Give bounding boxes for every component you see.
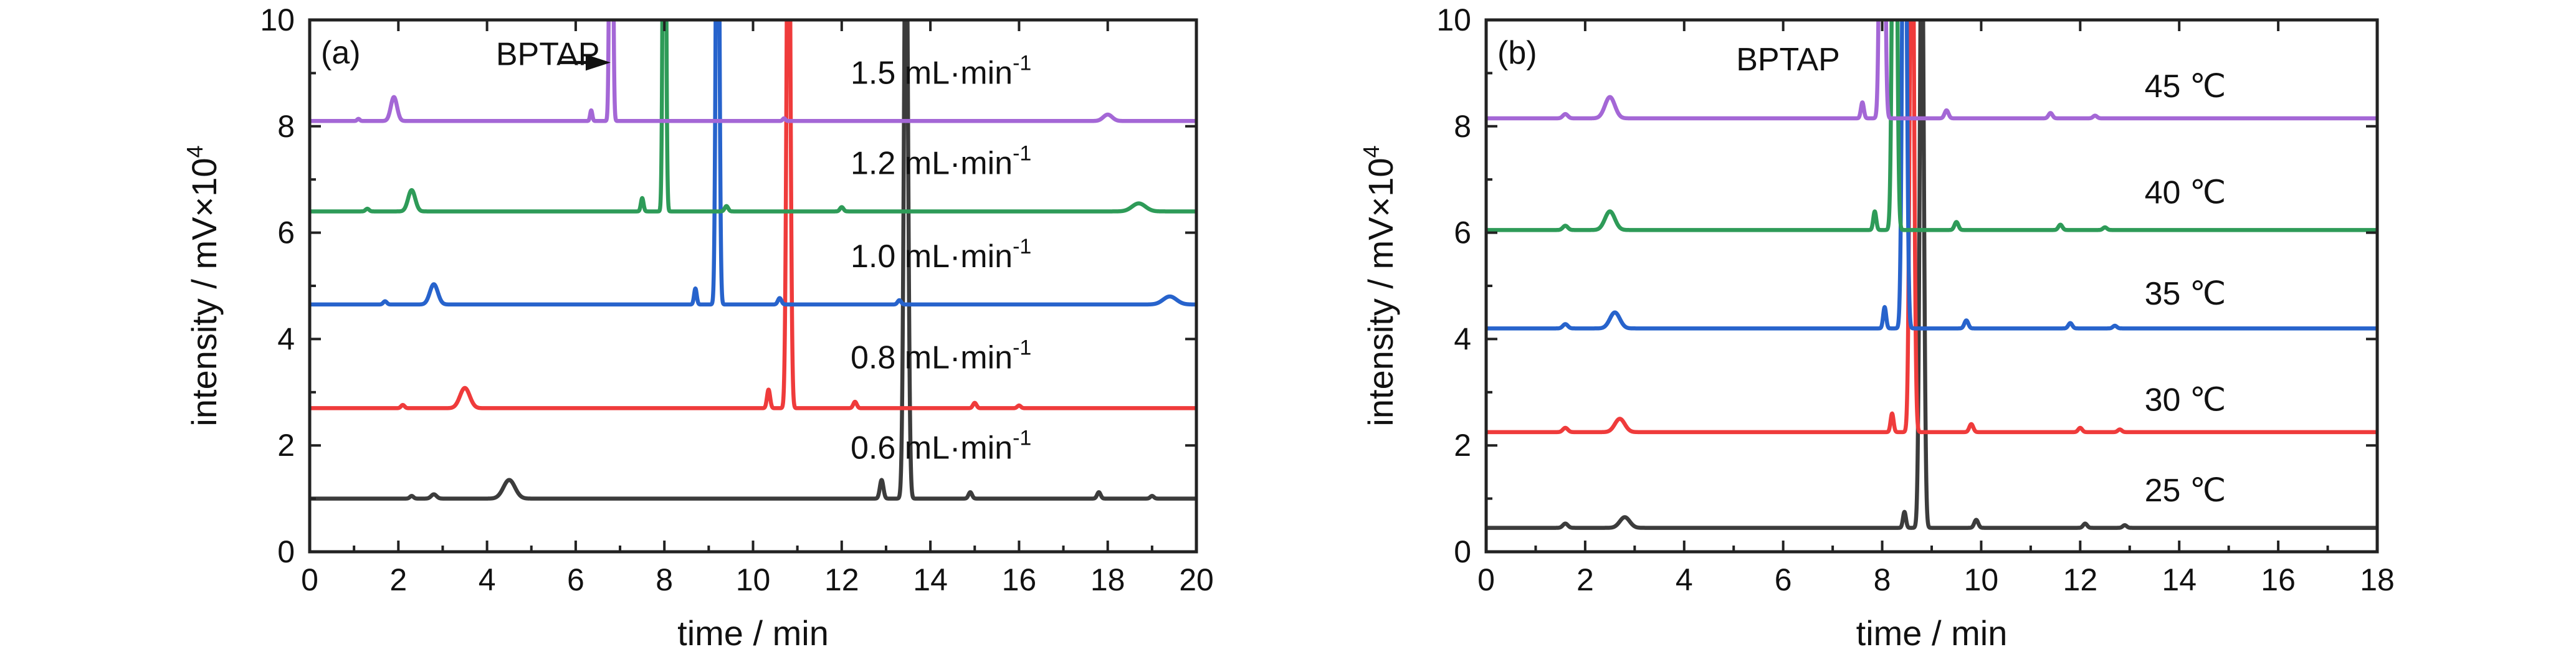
y-tick-label: 6 [1454,215,1471,250]
x-tick-label: 0 [1477,562,1495,597]
series-line-1 [1486,20,2377,530]
x-tick-label: 2 [389,562,407,597]
x-tick-label: 16 [2261,562,2296,597]
x-tick-label: 10 [1964,562,1999,597]
plot-frame [1484,18,2379,554]
traces [1486,20,2377,530]
series-label-1: 0.6 mL·min-1 [851,427,1031,466]
y-tick-label: 4 [1454,321,1471,356]
series-line-1 [310,20,1196,501]
x-tick-label: 0 [301,562,318,597]
x-axis-title: time / min [677,613,829,653]
panel-label: (a) [321,35,361,71]
x-tick-label: 6 [567,562,584,597]
x-tick-label: 8 [656,562,673,597]
y-axis-title: intensity / mV×104 [182,145,224,426]
y-tick-label: 4 [277,321,295,356]
y-tick-label: 8 [1454,109,1471,144]
series-line-2 [1486,20,2377,435]
y-tick-label: 6 [277,215,295,250]
series-label-5: 1.5 mL·min-1 [851,51,1031,91]
y-tick-label: 2 [1454,428,1471,463]
series-line-3 [310,20,1196,307]
x-tick-label: 14 [2162,562,2197,597]
chart-panel-a: 0 2 4 6 8 10 12 14 16 18 20 0 2 4 6 8 10 time / min intens… [182,2,1214,653]
x-tick-label: 8 [1874,562,1891,597]
x-tick-label: 18 [2360,562,2395,597]
x-tick-label: 20 [1179,562,1214,597]
series-label-2: 0.8 mL·min-1 [851,336,1031,376]
series-label-3: 35 ℃ [2145,276,2226,312]
y-tick-label: 0 [277,534,295,569]
chart-panel-b: 0 2 4 6 8 10 12 14 16 18 0 2 4 6 8 10 time / min intensit… [1358,2,2395,653]
series-label-3: 1.0 mL·min-1 [851,235,1031,275]
bptap-annotation: BPTAP [1736,42,1840,78]
x-tick-label: 16 [1002,562,1037,597]
x-tick-label: 12 [824,562,859,597]
y-tick-label: 2 [277,428,295,463]
y-axis-title: intensity / mV×104 [1358,145,1400,426]
x-tick-label: 4 [479,562,496,597]
series-label-1: 25 ℃ [2145,473,2226,509]
series-line-5 [1486,20,2377,121]
plot-frame [308,18,1198,554]
series-line-4 [310,20,1196,214]
x-tick-label: 10 [736,562,771,597]
series-label-4: 1.2 mL·min-1 [851,142,1031,182]
y-tick-label: 10 [1436,2,1471,37]
series-label-4: 40 ℃ [2145,175,2226,211]
panel-label: (b) [1497,35,1537,71]
annotation-arrow-head [585,54,611,71]
y-tick-label: 8 [277,109,295,144]
y-tick-label: 0 [1454,534,1471,569]
series-line-4 [1486,20,2377,232]
x-tick-label: 2 [1577,562,1594,597]
series-line-2 [310,20,1196,410]
series-line-5 [310,20,1196,123]
x-tick-label: 6 [1775,562,1792,597]
y-tick-label: 10 [260,2,295,37]
x-axis-title: time / min [1856,613,2008,653]
x-tick-label: 18 [1090,562,1125,597]
series-label-5: 45 ℃ [2145,69,2226,105]
x-tick-label: 4 [1676,562,1693,597]
x-tick-label: 14 [913,562,948,597]
series-line-3 [1486,20,2377,331]
x-tick-label: 12 [2063,562,2098,597]
bptap-annotation: BPTAP [496,37,600,73]
series-label-2: 30 ℃ [2145,382,2226,418]
traces [310,20,1196,501]
